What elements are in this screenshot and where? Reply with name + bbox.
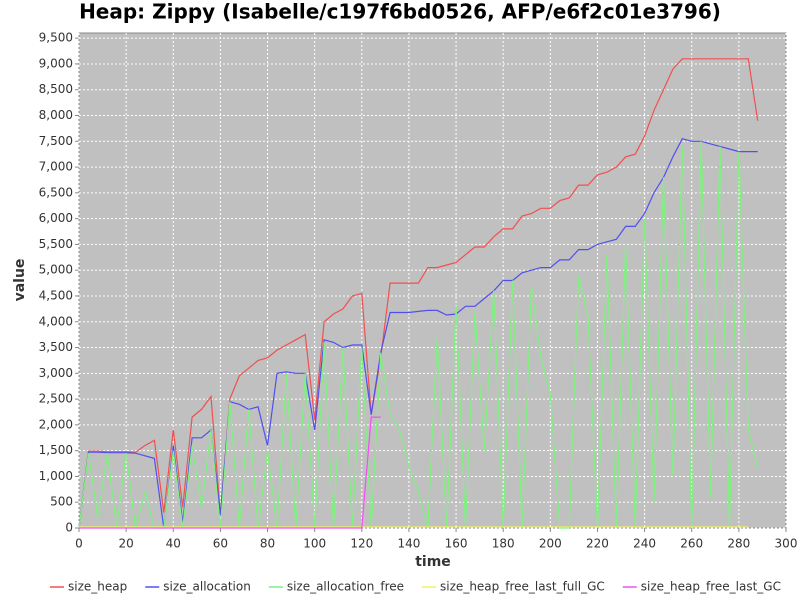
y-tick-label: 2,500 (39, 392, 73, 406)
x-tick-label: 140 (397, 537, 420, 551)
x-tick-label: 180 (492, 537, 515, 551)
legend-label: size_allocation_free (287, 580, 404, 594)
x-tick-label: 60 (213, 537, 228, 551)
y-axis-label: value (12, 259, 28, 302)
legend-label: size_allocation (163, 580, 251, 594)
x-tick-label: 260 (680, 537, 703, 551)
legend-label: size_heap_free_last_GC (641, 580, 781, 594)
series-line (78, 137, 758, 529)
plot-area (78, 32, 787, 529)
x-tick-label: 280 (727, 537, 750, 551)
y-tick-label: 5,000 (39, 263, 73, 277)
y-tick-label: 3,500 (39, 340, 73, 354)
y-tick-label: 7,500 (39, 134, 73, 148)
legend-label: size_heap (68, 580, 127, 594)
x-tick-label: 80 (260, 537, 275, 551)
y-tick-label: 2,000 (39, 417, 73, 431)
y-tick-label: 7,000 (39, 160, 73, 174)
y-tick-label: 6,500 (39, 185, 73, 199)
y-tick-label: 8,500 (39, 82, 73, 96)
x-tick-label: 0 (75, 537, 83, 551)
x-tick-label: 300 (775, 537, 798, 551)
y-tick-label: 4,500 (39, 288, 73, 302)
x-axis-label: time (415, 554, 451, 570)
y-tick-label: 1,500 (39, 443, 73, 457)
y-tick-label: 4,000 (39, 314, 73, 328)
series-line (78, 58, 759, 529)
y-tick-label: 0 (65, 521, 73, 535)
y-tick-label: 1,000 (39, 469, 73, 483)
x-tick-label: 200 (539, 537, 562, 551)
x-tick-label: 240 (633, 537, 656, 551)
y-tick-label: 9,500 (39, 31, 73, 45)
y-tick-label: 8,000 (39, 108, 73, 122)
series-line (79, 416, 381, 529)
x-tick-label: 220 (586, 537, 609, 551)
y-tick-label: 9,000 (39, 56, 73, 70)
x-tick-label: 120 (350, 537, 373, 551)
series-line (78, 141, 759, 529)
y-tick-label: 6,000 (39, 211, 73, 225)
chart-title: Heap: Zippy (Isabelle/c197f6bd0526, AFP/… (79, 0, 721, 24)
x-tick-label: 160 (445, 537, 468, 551)
legend-label: size_heap_free_last_full_GC (440, 580, 605, 594)
y-tick-label: 3,000 (39, 366, 73, 380)
y-tick-label: 5,500 (39, 237, 73, 251)
x-tick-label: 20 (118, 537, 133, 551)
x-tick-label: 100 (303, 537, 326, 551)
y-tick-label: 500 (50, 495, 73, 509)
x-tick-label: 40 (166, 537, 181, 551)
